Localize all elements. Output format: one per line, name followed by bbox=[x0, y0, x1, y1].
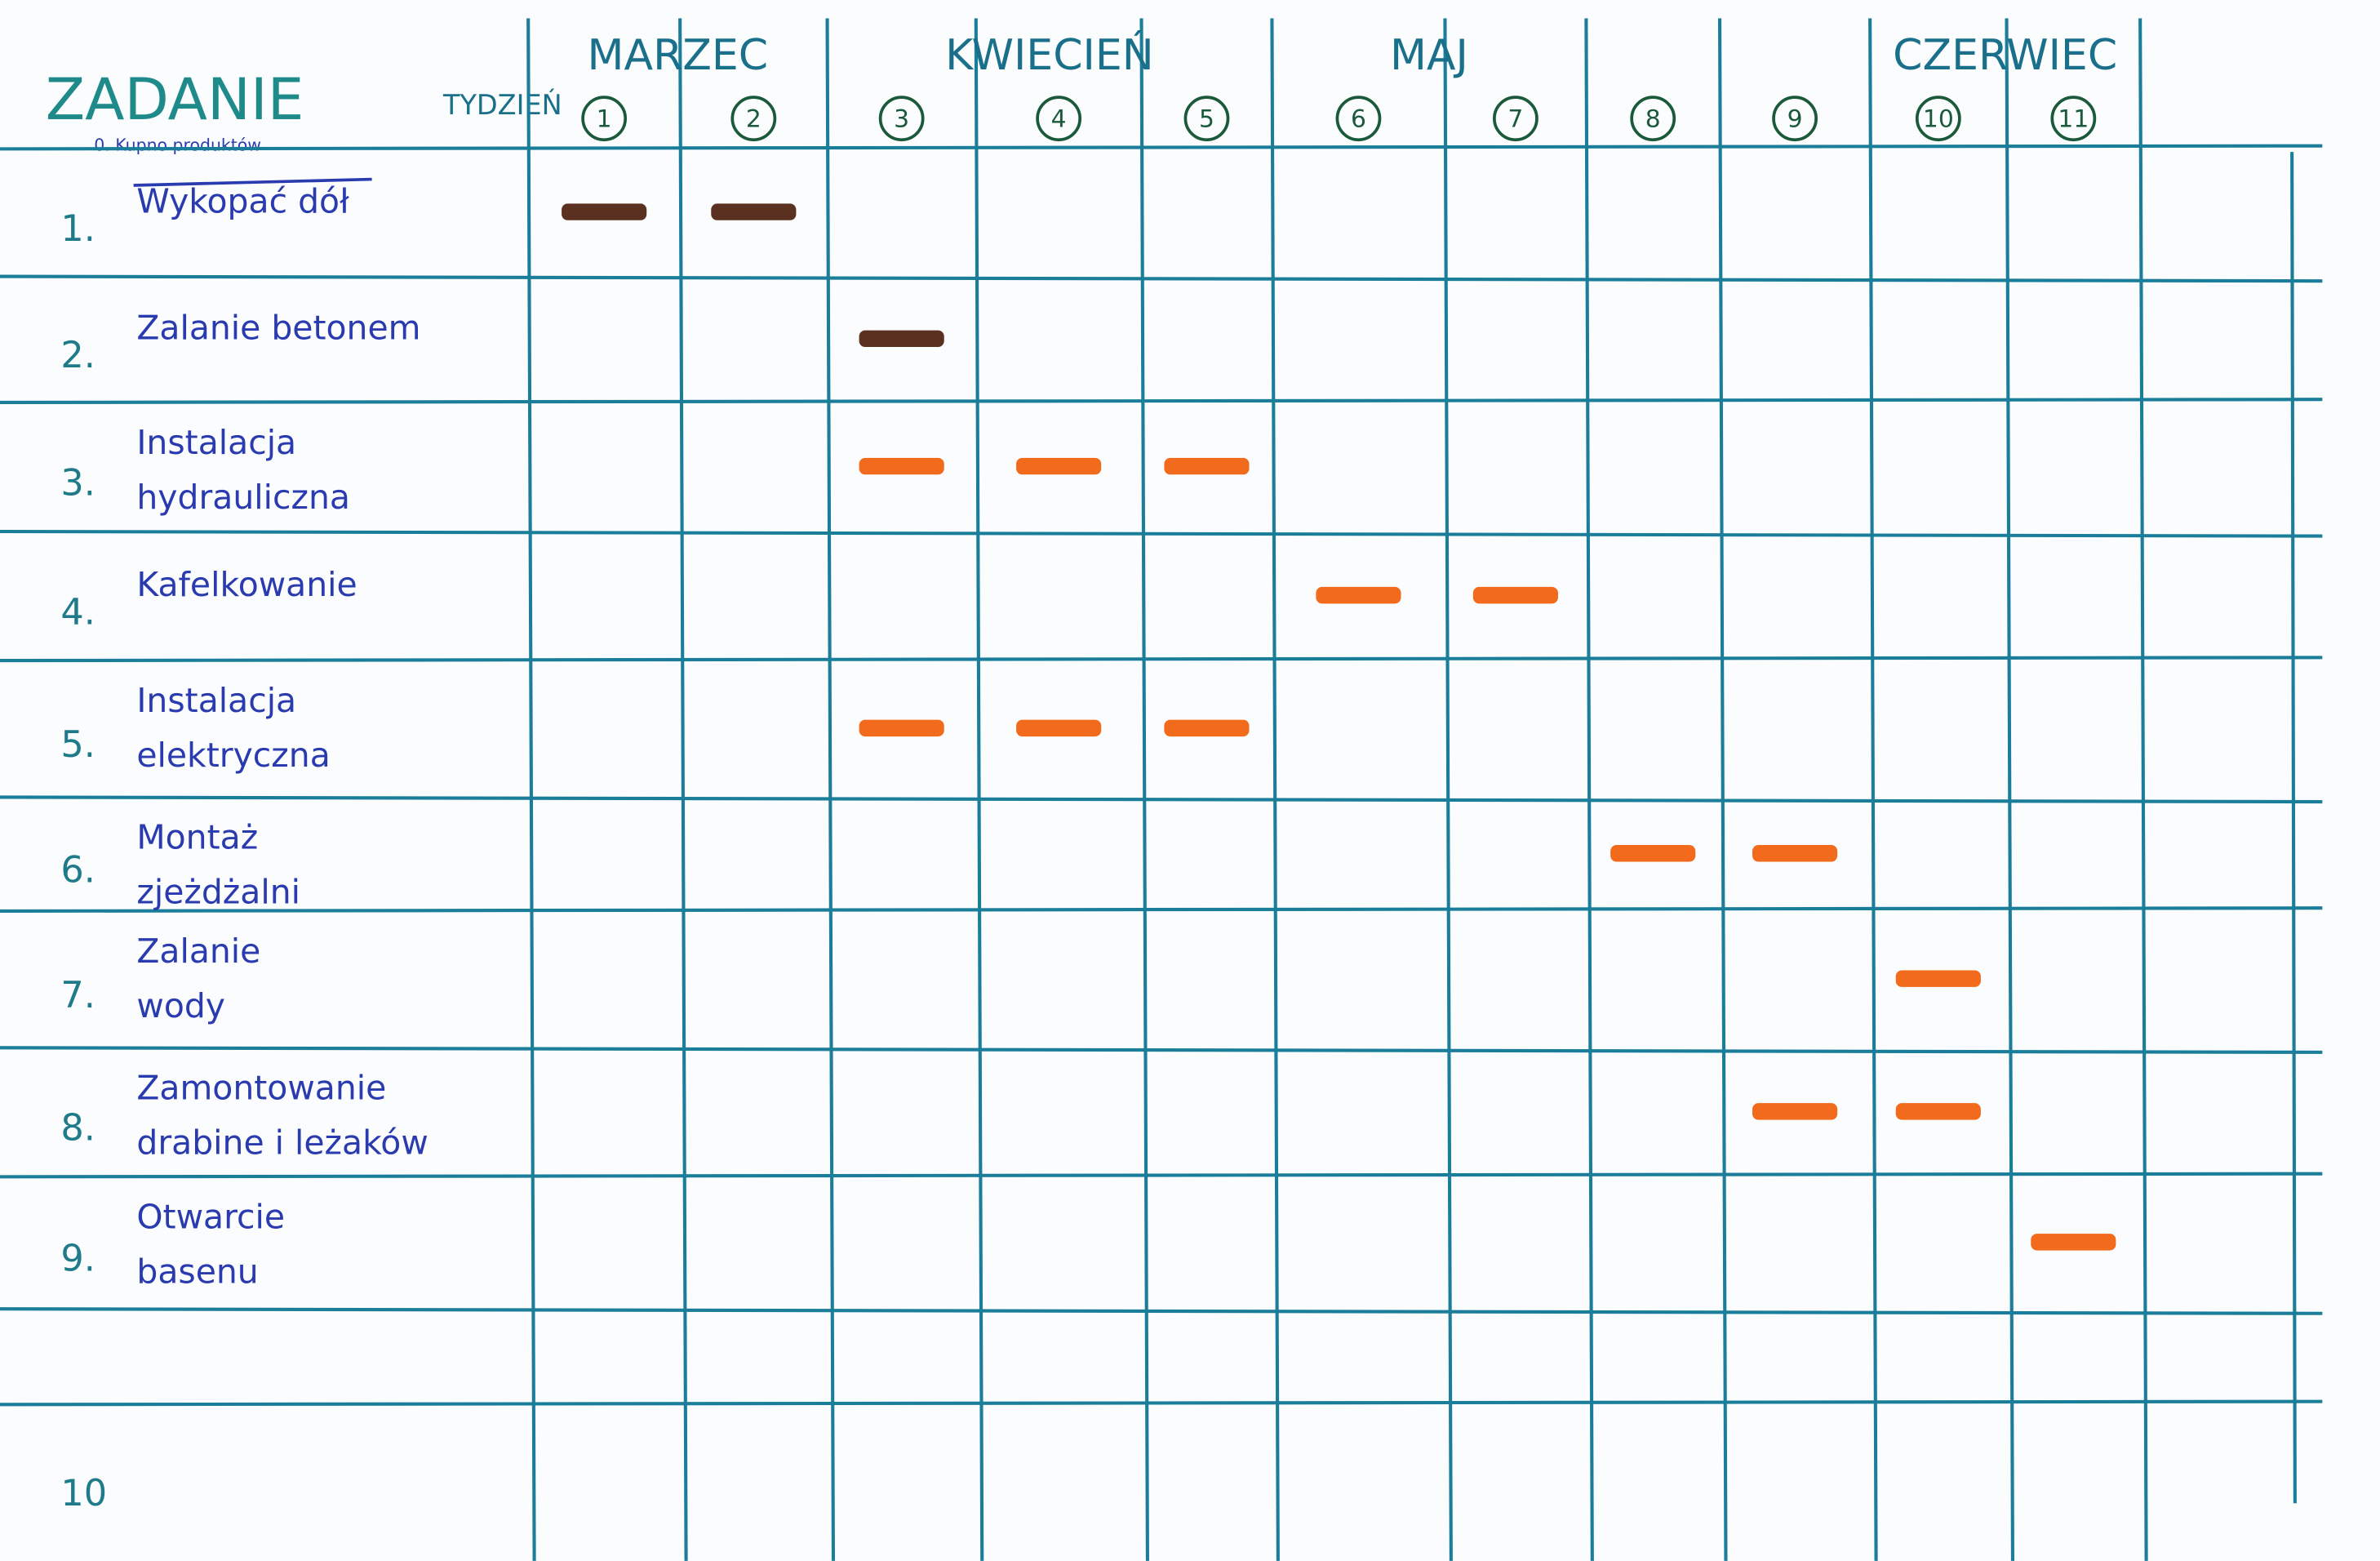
task-number: 5. bbox=[60, 723, 95, 766]
week-circle bbox=[581, 96, 628, 142]
grid-row bbox=[0, 398, 2323, 404]
task-label: Kafelkowanie bbox=[136, 565, 357, 604]
task-number: 4. bbox=[60, 590, 95, 633]
grid-row bbox=[0, 906, 2323, 913]
grid-column bbox=[1139, 18, 1149, 1561]
grid-row bbox=[0, 144, 2323, 151]
task-bar bbox=[1016, 457, 1102, 475]
task-number: 6. bbox=[60, 849, 95, 892]
week-circle bbox=[2050, 96, 2097, 142]
task-number: 3. bbox=[60, 461, 95, 504]
week-circle bbox=[1036, 96, 1082, 142]
grid-column bbox=[1868, 18, 1878, 1561]
week-label: 3 bbox=[894, 105, 909, 134]
task-title: ZADANIE bbox=[46, 65, 304, 133]
grid-column bbox=[1584, 18, 1594, 1561]
task-label: Wykopać dół bbox=[136, 181, 349, 220]
task-label: Zamontowanie bbox=[136, 1068, 386, 1107]
task-bar bbox=[2031, 1234, 2116, 1251]
week-circle bbox=[1183, 96, 1230, 142]
task-label: hydrauliczna bbox=[136, 478, 350, 517]
underline bbox=[133, 177, 372, 187]
task-label: Zalanie bbox=[136, 932, 260, 971]
grid-column bbox=[825, 18, 836, 1561]
week-label: 2 bbox=[746, 105, 762, 134]
grid-row bbox=[0, 656, 2323, 663]
grid-row bbox=[0, 274, 2323, 283]
task-bar bbox=[1016, 719, 1102, 737]
task-bar bbox=[859, 330, 944, 348]
task-bar bbox=[1472, 586, 1558, 604]
task-bar bbox=[1895, 970, 1981, 987]
task-label: Instalacja bbox=[136, 423, 296, 462]
week-circle bbox=[1772, 96, 1818, 142]
week-label: 10 bbox=[1923, 105, 1954, 134]
task-number: 7. bbox=[60, 974, 95, 1016]
week-label: 5 bbox=[1199, 105, 1214, 134]
week-circle bbox=[878, 96, 925, 142]
grid-row bbox=[0, 1307, 2323, 1315]
task-bar bbox=[1164, 719, 1250, 737]
week-label: 6 bbox=[1351, 105, 1366, 134]
month-label: MARZEC bbox=[588, 31, 769, 80]
grid-column bbox=[1717, 18, 1728, 1561]
grid-column bbox=[974, 18, 984, 1561]
grid-column bbox=[526, 18, 536, 1561]
task-number: 2. bbox=[60, 334, 95, 376]
task-bar bbox=[1752, 845, 1838, 862]
grid-row bbox=[0, 1172, 2323, 1179]
week-label: 7 bbox=[1507, 105, 1523, 134]
week-circle bbox=[1493, 96, 1539, 142]
task-label: basenu bbox=[136, 1252, 258, 1291]
task-bar bbox=[711, 203, 797, 220]
grid-row bbox=[0, 529, 2323, 538]
grid-column bbox=[1443, 18, 1453, 1561]
task-label: drabine i leżaków bbox=[136, 1123, 428, 1162]
task-number: 9. bbox=[60, 1238, 95, 1280]
task-label: Zalanie betonem bbox=[136, 309, 420, 348]
week-circle bbox=[1915, 96, 1961, 142]
task-number: 10 bbox=[60, 1472, 107, 1514]
grid-column bbox=[2290, 152, 2297, 1504]
month-label: KWIECIEŃ bbox=[945, 30, 1154, 80]
grid-column bbox=[2138, 18, 2148, 1561]
task-label: zjeżdżalni bbox=[136, 872, 300, 911]
grid-column bbox=[2005, 18, 2014, 1561]
week-label: 9 bbox=[1787, 105, 1803, 134]
week-circle bbox=[1630, 96, 1676, 142]
task-label: Otwarcie bbox=[136, 1197, 285, 1236]
task-zero: 0. Kupno produktów bbox=[94, 136, 261, 155]
week-label: 4 bbox=[1051, 105, 1067, 134]
grid-row bbox=[0, 795, 2323, 804]
task-bar bbox=[859, 457, 944, 475]
task-label: Montaż bbox=[136, 818, 258, 857]
task-label: Instalacja bbox=[136, 681, 296, 720]
task-label: elektryczna bbox=[136, 736, 330, 775]
week-label: 8 bbox=[1645, 105, 1661, 134]
task-label: wody bbox=[136, 986, 225, 1025]
task-bar bbox=[1752, 1103, 1838, 1120]
task-bar bbox=[1895, 1103, 1981, 1120]
task-number: 8. bbox=[60, 1107, 95, 1150]
grid-column bbox=[678, 18, 688, 1561]
task-bar bbox=[1316, 586, 1401, 604]
task-bar bbox=[1164, 457, 1250, 475]
task-bar bbox=[562, 203, 647, 220]
task-bar bbox=[859, 719, 944, 737]
week-circle bbox=[730, 96, 777, 142]
month-label: MAJ bbox=[1390, 31, 1468, 80]
grid-column bbox=[1270, 18, 1280, 1561]
week-label: 11 bbox=[2058, 105, 2089, 134]
week-label: 1 bbox=[597, 105, 612, 134]
task-bar bbox=[1610, 845, 1696, 862]
week-title: TYDZIEŃ bbox=[442, 88, 562, 121]
grid-row bbox=[0, 1399, 2323, 1407]
week-circle bbox=[1335, 96, 1382, 142]
task-number: 1. bbox=[60, 207, 95, 250]
grid-row bbox=[0, 1046, 2323, 1054]
month-label: CZERWIEC bbox=[1893, 31, 2117, 80]
